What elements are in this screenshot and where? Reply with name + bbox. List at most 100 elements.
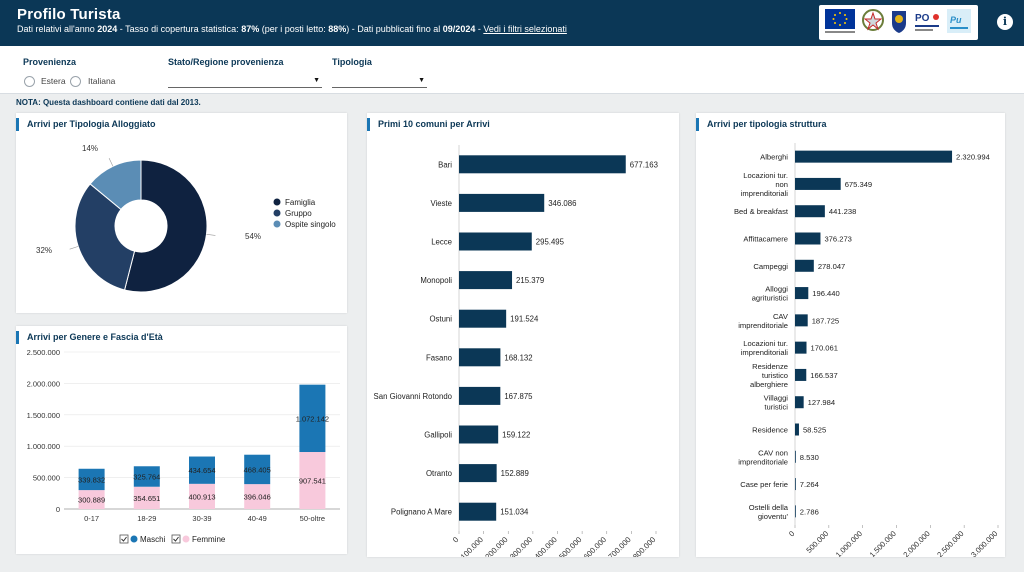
radio-italiana-label: Italiana [88, 76, 116, 86]
bar-residence [795, 423, 799, 436]
data-label: 675.349 [845, 180, 872, 189]
x-tick-label: 400.000 [533, 535, 560, 557]
bar-locazioni-tur-non-imprenditoriali [795, 177, 841, 190]
data-year: 2024 [97, 24, 118, 34]
bar-cav-non-imprenditoriale [795, 450, 796, 463]
legend-marker-famiglia [273, 198, 281, 206]
tipologia-dropdown[interactable]: ▼ [332, 76, 427, 88]
filter-bar: Provenienza Estera Italiana Stato/Region… [0, 46, 1024, 94]
data-label: 346.086 [548, 199, 576, 208]
x-tick-label: 50-oltre [300, 514, 325, 523]
bar-maschi-0-17 [78, 468, 105, 491]
radio-estera-label: Estera [41, 76, 66, 86]
struttura-chart-title: Arrivi per tipologia struttura [696, 118, 827, 131]
data-label: 127.984 [808, 398, 835, 407]
x-tick-label: 300.000 [508, 535, 535, 557]
pie-value-label: 54% [245, 232, 261, 241]
pie-chart-title: Arrivi per Tipologia Alloggiato [16, 118, 156, 131]
sub-mid3: ) - Dati pubblicati fino al [346, 24, 443, 34]
radio-estera[interactable] [24, 76, 35, 87]
data-label: 278.047 [818, 262, 845, 271]
category-label: Locazioni tur. imprenditoriali [741, 339, 789, 357]
radio-italiana[interactable] [70, 76, 81, 87]
info-icon[interactable]: i [997, 14, 1013, 30]
legend-checkbox [119, 534, 129, 544]
struttura-card: Arrivi per tipologia struttura Alberghi 2… [696, 113, 1005, 557]
bar-vieste [459, 193, 545, 212]
data-label: 170.061 [811, 344, 838, 353]
data-label: 159.122 [502, 431, 530, 440]
y-tick-label: 2.500.000 [27, 348, 60, 357]
pie-leader-line [206, 233, 216, 236]
partner-logos: PO Pu [819, 5, 978, 40]
data-label: 354.651 [133, 494, 160, 503]
struttura-chart: Alberghi 2.320.994 Locazioni tur. non impren… [734, 143, 999, 557]
bar-femmine-50-oltre [299, 452, 326, 509]
bar-villaggi-turistici [795, 396, 804, 409]
legend-label: Femmine [192, 535, 226, 544]
data-label: 376.273 [824, 235, 851, 244]
x-tick-label: 0 [451, 535, 461, 545]
por-puglia-logo: PO [915, 13, 939, 31]
data-label: 191.524 [510, 315, 539, 324]
category-label: Otranto [426, 469, 453, 478]
x-tick-label: 1.000.000 [834, 529, 864, 557]
view-filters-link[interactable]: Vedi i filtri selezionati [483, 24, 567, 34]
dashboard-note: NOTA: Questa dashboard contiene dati dal… [16, 98, 201, 107]
header-bar: Profilo Turista Dati relativi all'anno 2… [0, 0, 1024, 46]
top-comuni-chart: Bari 677.163 Vieste 346.086 Lecce 295.495 Mono… [374, 145, 658, 557]
gender-age-chart: 0 500.000 1.000.000 1.500.000 2.000.000 2.500… [27, 348, 340, 544]
header-subtitle: Dati relativi all'anno 2024 - Tasso di c… [17, 24, 567, 34]
pie-leader-line [108, 158, 114, 167]
bar-fasano [459, 348, 501, 367]
data-label: 300.889 [78, 496, 105, 505]
data-label: 166.537 [810, 371, 837, 380]
bar-maschi-50-oltre [299, 384, 326, 453]
data-label: 151.034 [500, 508, 529, 517]
gender-age-chart-title: Arrivi per Genere e Fascia d'Età [16, 331, 163, 344]
bar-san-giovanni-rotondo [459, 386, 501, 405]
pie-value-label: 14% [82, 144, 98, 153]
bar-ostuni [459, 309, 507, 328]
data-label: 187.725 [812, 316, 839, 325]
data-label: 58.525 [803, 426, 826, 435]
legend-checkbox [171, 534, 181, 544]
x-tick-label: 3.000.000 [969, 529, 999, 557]
category-label: Bari [438, 160, 452, 169]
bar-lecce [459, 232, 532, 251]
data-label: 8.530 [800, 453, 819, 462]
category-label: CAV non imprenditoriale [738, 448, 788, 466]
bar-gallipoli [459, 425, 499, 444]
pugliapromozione-logo: Pu [947, 9, 971, 33]
x-tick-label: 600.000 [582, 535, 609, 557]
bar-maschi-40-49 [244, 454, 271, 485]
eu-flag-logo [825, 9, 855, 33]
category-label: Case per ferie [740, 480, 788, 489]
data-label: 396.046 [244, 493, 271, 502]
data-label: 196.440 [812, 289, 839, 298]
category-label: Villaggi turistici [764, 394, 789, 412]
pie-value-label: 32% [36, 246, 52, 255]
bar-monopoli [459, 271, 513, 290]
x-tick-label: 700.000 [606, 535, 633, 557]
y-tick-label: 1.000.000 [27, 442, 60, 451]
x-tick-label: 0 [787, 529, 796, 538]
sub-mid4: - [475, 24, 484, 34]
chevron-down-icon: ▼ [418, 77, 425, 84]
category-label: Residence [752, 426, 788, 435]
stato-regione-dropdown[interactable]: ▼ [168, 76, 322, 88]
legend-marker-gruppo [273, 209, 281, 217]
bar-residenze-turistico-alberghiere [795, 368, 807, 381]
pie-slice-gruppo [74, 183, 136, 291]
legend-marker [130, 535, 138, 543]
category-label: Locazioni tur. non imprenditoriali [741, 171, 789, 198]
category-label: Lecce [431, 238, 452, 247]
data-label: 468.405 [244, 465, 271, 474]
category-label: Alloggi agrituristici [752, 285, 789, 303]
bar-bari [459, 155, 626, 174]
category-label: Ostuni [429, 315, 452, 324]
bar-polignano-a-mare [459, 502, 497, 521]
x-tick-label: 100.000 [459, 535, 486, 557]
sub-prefix: Dati relativi all'anno [17, 24, 98, 34]
x-tick-label: 0-17 [84, 514, 99, 523]
